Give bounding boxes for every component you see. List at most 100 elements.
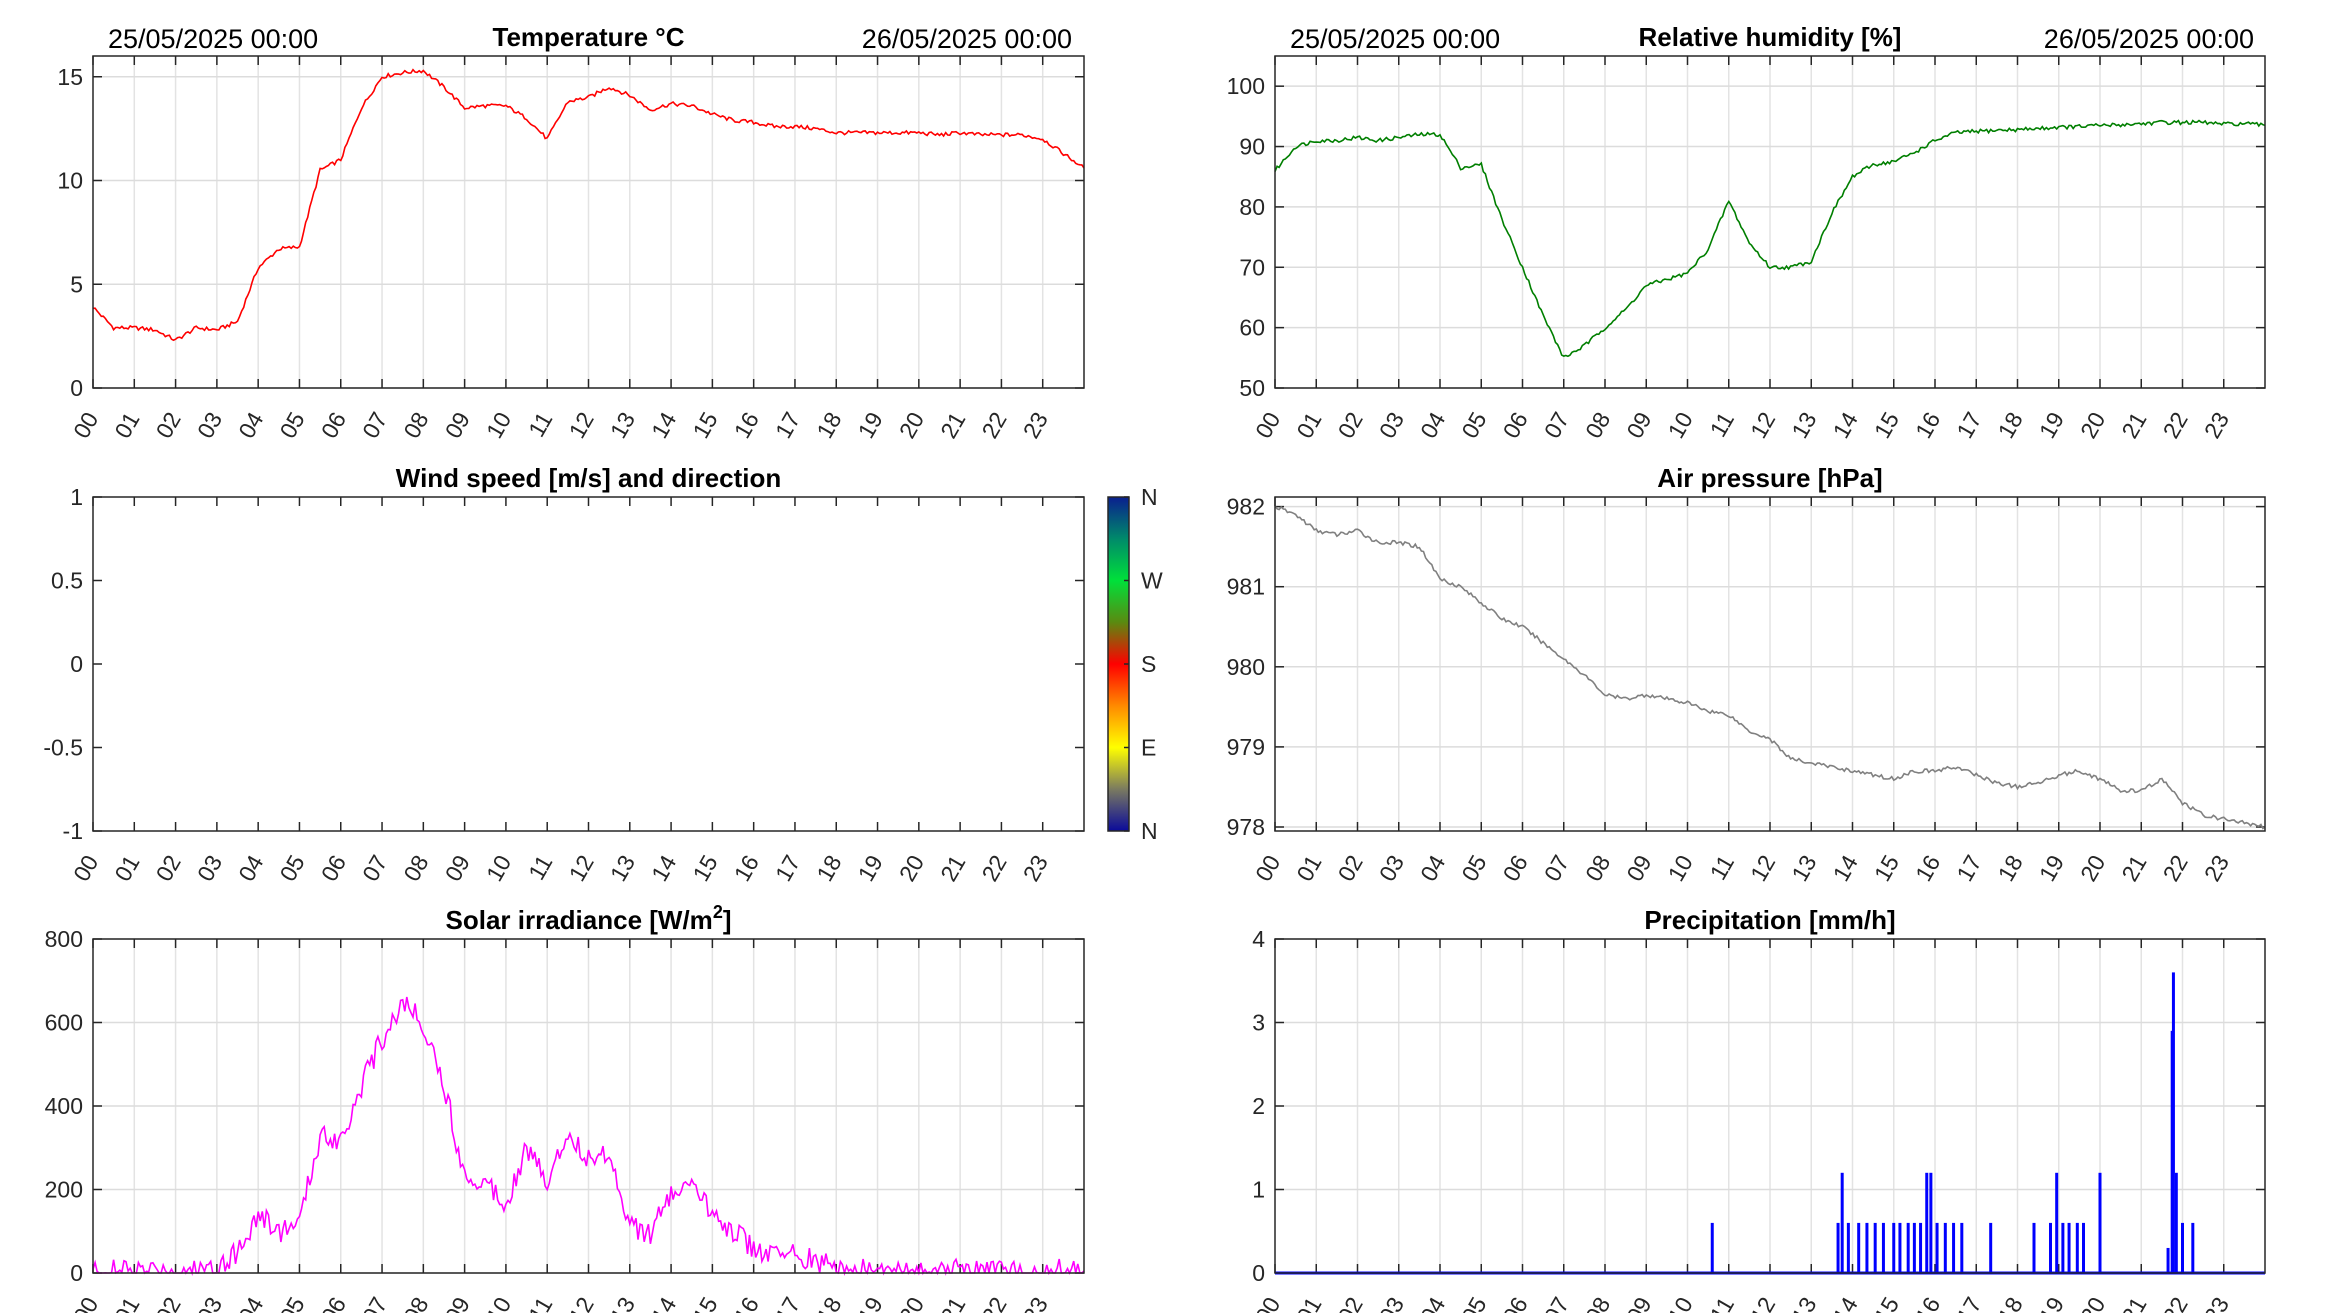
- x-tick-label: 08: [1580, 851, 1615, 886]
- x-tick-label: 07: [1539, 408, 1574, 443]
- x-tick-label: 14: [1828, 407, 1863, 442]
- x-tick-label: 15: [687, 1293, 722, 1313]
- x-tick-label: 04: [233, 850, 268, 885]
- y-tick-label: 2: [1252, 1093, 1265, 1119]
- x-tick-label: 10: [1663, 408, 1698, 443]
- x-tick-label: 02: [151, 851, 186, 886]
- x-tick-label: 01: [109, 1293, 144, 1313]
- precipitation-bar: [2174, 1172, 2178, 1273]
- precipitation-bar: [1873, 1222, 1877, 1273]
- x-tick-label: 08: [1580, 1293, 1615, 1313]
- precipitation-bar: [1710, 1222, 1714, 1273]
- y-tick-label: 978: [1227, 814, 1265, 840]
- axes-frame: [1274, 938, 2266, 1274]
- y-tick-label: 981: [1227, 574, 1265, 600]
- x-tick-label: 09: [1621, 408, 1656, 443]
- x-tick-label: 13: [605, 1293, 640, 1313]
- x-tick-label: 15: [1869, 1293, 1904, 1313]
- axes-frame: [92, 55, 1085, 389]
- y-tick-label: 10: [57, 168, 83, 194]
- colorbar-label: E: [1141, 735, 1156, 761]
- x-tick-label: 06: [1498, 1293, 1533, 1313]
- x-tick-label: 18: [1993, 1293, 2028, 1313]
- x-tick-label: 12: [1745, 1293, 1780, 1313]
- x-tick-label: 19: [2034, 851, 2069, 886]
- wind-chart: 00 01 02 03 04 05 06 07 08 09 10 11 12 13 14 15 16 17 18 19…: [43, 463, 1163, 886]
- y-tick-label: 0: [1252, 1260, 1265, 1286]
- x-tick-label: 21: [935, 408, 970, 443]
- x-tick-label: 18: [811, 851, 846, 886]
- x-tick-label: 11: [523, 851, 557, 885]
- precipitation-bar: [1857, 1222, 1861, 1273]
- x-tick-label: 21: [935, 1293, 970, 1313]
- y-tick-label: 50: [1239, 375, 1265, 401]
- start-date-label-right: 25/05/2025 00:00: [1290, 24, 1500, 54]
- end-date-label-left: 26/05/2025 00:00: [862, 24, 1072, 54]
- x-tick-label: 17: [1951, 1293, 1986, 1313]
- precipitation-bar: [2191, 1222, 2195, 1273]
- x-tick-label: 03: [192, 408, 227, 443]
- precipitation-bar: [1846, 1222, 1850, 1273]
- x-tick-label: 01: [1291, 1293, 1326, 1313]
- x-tick-label: 13: [1786, 408, 1821, 443]
- precipitation-bar: [1929, 1172, 1933, 1273]
- x-tick-label: 00: [1250, 851, 1285, 886]
- x-tick-label: 18: [1993, 408, 2028, 443]
- x-tick-label: 11: [523, 1293, 557, 1313]
- title-end: ]: [723, 905, 732, 935]
- title-text: Relative humidity [%]: [1639, 22, 1902, 52]
- y-tick-label: 982: [1227, 494, 1265, 520]
- x-tick-label: 21: [2116, 851, 2151, 886]
- colorbar-label: N: [1141, 484, 1158, 510]
- x-tick-label: 04: [233, 1292, 268, 1313]
- x-tick-label: 16: [729, 408, 764, 443]
- x-tick-label: 02: [151, 1293, 186, 1313]
- y-tick-label: 100: [1227, 73, 1265, 99]
- precipitation-bar: [2032, 1222, 2036, 1273]
- y-tick-label: 600: [45, 1010, 83, 1036]
- plot-area: [93, 497, 1084, 831]
- x-tick-label: 13: [605, 851, 640, 886]
- x-tick-label: 00: [68, 408, 103, 443]
- axes-frame: [92, 496, 1085, 832]
- title-text: Wind speed [m/s] and direction: [396, 463, 781, 493]
- precipitation-bar: [1952, 1222, 1956, 1273]
- precipitation-bar: [1935, 1222, 1939, 1273]
- x-tick-label: 13: [1786, 1293, 1821, 1313]
- x-tick-label: 03: [1374, 851, 1409, 886]
- precipitation-bar: [1925, 1172, 1929, 1273]
- title-text: Air pressure [hPa]: [1657, 463, 1882, 493]
- title-text: Precipitation [mm/h]: [1644, 905, 1895, 935]
- x-tick-label: 21: [2116, 408, 2151, 443]
- x-tick-label: 14: [1828, 850, 1863, 885]
- x-tick-label: 02: [1333, 408, 1368, 443]
- x-tick-label: 03: [1374, 1293, 1409, 1313]
- x-tick-label: 00: [1250, 408, 1285, 443]
- humidity-chart: 00 01 02 03 04 05 06 07 08 09 10 11 12 13 14 15 16 17 18 19…: [1227, 22, 2266, 443]
- x-tick-label: 06: [316, 851, 351, 886]
- x-tick-label: 22: [2158, 851, 2193, 886]
- chart-title: Temperature °C: [493, 22, 685, 52]
- x-tick-label: 20: [894, 1293, 929, 1313]
- x-tick-label: 10: [1663, 1293, 1698, 1313]
- precipitation-bar: [2061, 1222, 2065, 1273]
- x-tick-label: 07: [1539, 1293, 1574, 1313]
- y-tick-label: 0.5: [51, 568, 83, 594]
- x-tick-label: 16: [1910, 851, 1945, 886]
- x-tick-label: 17: [1951, 408, 1986, 443]
- x-tick-label: 12: [1745, 851, 1780, 886]
- x-tick-label: 02: [151, 408, 186, 443]
- x-tick-label: 15: [687, 851, 722, 886]
- x-tick-label: 16: [729, 1293, 764, 1313]
- colorbar-label: S: [1141, 651, 1156, 677]
- end-date-label-right: 26/05/2025 00:00: [2044, 24, 2254, 54]
- x-tick-label: 04: [1415, 1292, 1450, 1313]
- x-tick-label: 01: [1291, 408, 1326, 443]
- x-tick-label: 03: [1374, 408, 1409, 443]
- x-tick-label: 13: [1786, 851, 1821, 886]
- y-tick-label: 0: [70, 651, 83, 677]
- precipitation-bar: [2075, 1222, 2079, 1273]
- y-tick-label: 980: [1227, 654, 1265, 680]
- x-tick-label: 17: [770, 1293, 805, 1313]
